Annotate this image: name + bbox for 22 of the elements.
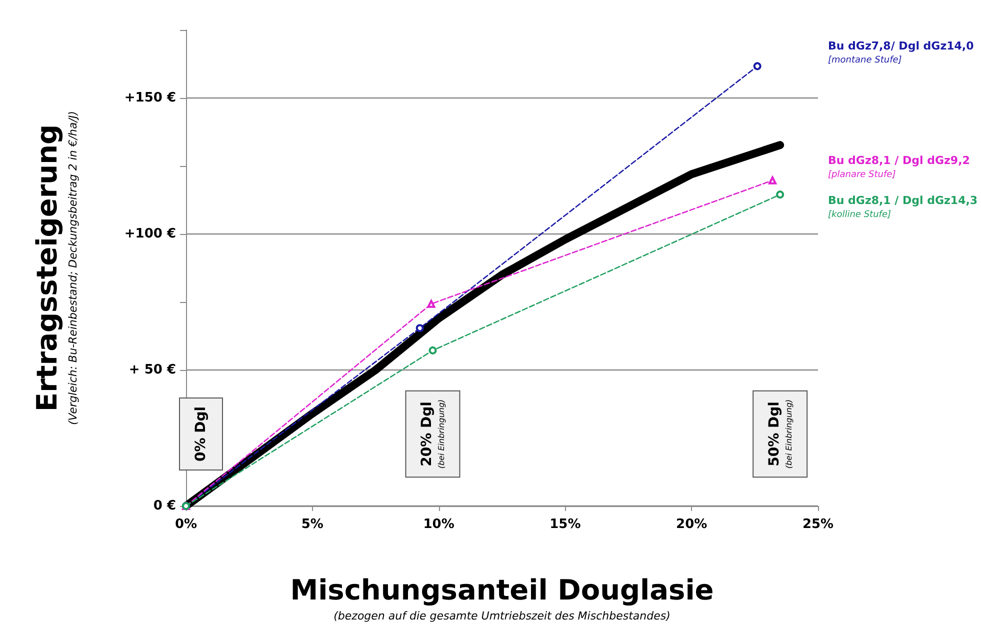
x-tick-label: 15% — [550, 517, 581, 532]
x-tick-label: 5% — [301, 517, 324, 532]
point — [416, 324, 424, 332]
point — [776, 190, 784, 199]
y-tick-label: +100 € — [124, 226, 176, 242]
text: Bu dGz8,1 / Dgl dGz14,3 [kolline Stufe] — [828, 194, 978, 220]
annotation: 50% Dgl (bei Einbringung) — [766, 399, 794, 469]
x-tick-label: 10% — [423, 517, 454, 532]
point — [753, 62, 762, 70]
y-tick-label: +150 € — [124, 90, 176, 106]
y-tick-label: + 50 € — [128, 362, 176, 378]
annotation: 0% Dgl — [193, 406, 209, 462]
annotation: 20% Dgl (bei Einbringung) — [419, 399, 446, 469]
point — [428, 346, 437, 354]
x-tick-label: 25% — [802, 517, 834, 532]
text: Bu dGz8,1 / Dgl dGz9,2 [planare Stufe] — [828, 154, 970, 180]
text: Bu dGz7,8/ Dgl dGz14,0 [montane Stufe] — [828, 40, 974, 66]
y-axis-title: Ertragssteigerung (Vergleich: Bu-Reinbestand; Deckungsbeitrag 2 in €/ha/J) — [30, 110, 80, 426]
y-tick-label: 0 € — [153, 498, 176, 514]
x-tick-label: 20% — [676, 517, 708, 532]
x-tick-label: 0% — [174, 517, 198, 532]
x-axis-title: Mischungsanteil Douglasie (bezogen auf die gesamte Umtriebszeit des Mischbestandes) — [290, 574, 714, 622]
